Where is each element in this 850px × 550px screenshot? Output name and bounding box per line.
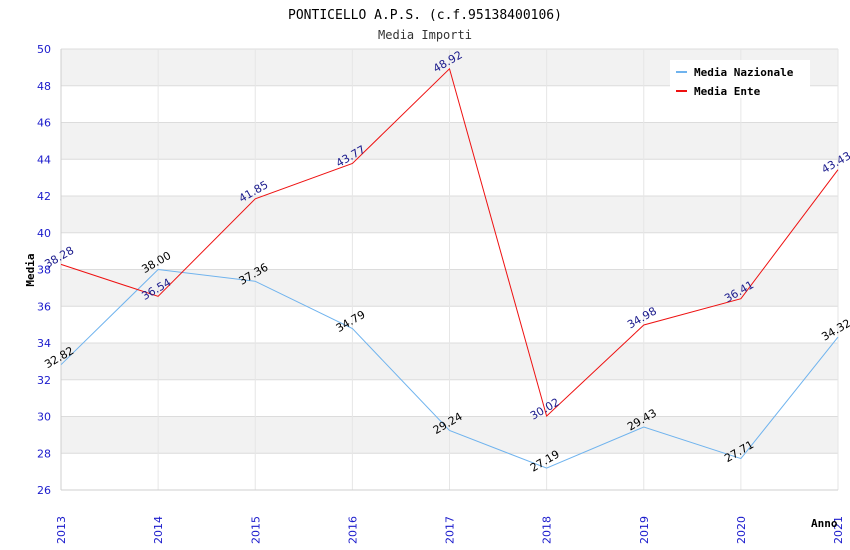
y-tick-label: 34 bbox=[37, 337, 51, 350]
x-axis-ticks: 2013 2014 2015 2016 2017 2018 2019 2020 2021 bbox=[55, 516, 845, 544]
y-tick-label: 30 bbox=[37, 411, 51, 424]
legend-label: Media Ente bbox=[694, 85, 761, 98]
y-tick-label: 42 bbox=[37, 190, 51, 203]
x-tick-label: 2016 bbox=[346, 516, 359, 544]
x-axis-label: Anno bbox=[811, 517, 838, 530]
y-tick-label: 32 bbox=[37, 374, 51, 387]
y-axis-ticks: 26 28 30 32 34 36 38 40 42 44 46 48 50 bbox=[37, 43, 51, 497]
x-tick-label: 2014 bbox=[152, 516, 165, 544]
chart-subtitle: Media Importi bbox=[378, 28, 472, 42]
x-tick-label: 2013 bbox=[55, 516, 68, 544]
y-tick-label: 44 bbox=[37, 153, 51, 166]
x-tick-label: 2017 bbox=[444, 516, 457, 544]
y-tick-label: 46 bbox=[37, 117, 51, 130]
x-tick-label: 2021 bbox=[832, 516, 845, 544]
legend: Media Nazionale Media Ente bbox=[670, 60, 810, 98]
series-line bbox=[60, 268, 839, 469]
y-tick-label: 26 bbox=[37, 484, 51, 497]
series-line bbox=[60, 67, 839, 418]
y-tick-label: 50 bbox=[37, 43, 51, 56]
y-tick-label: 40 bbox=[37, 227, 51, 240]
x-tick-label: 2018 bbox=[541, 516, 554, 544]
y-tick-label: 48 bbox=[37, 80, 51, 93]
y-axis-label: Media bbox=[24, 253, 37, 286]
x-tick-label: 2019 bbox=[638, 516, 651, 544]
y-tick-label: 38 bbox=[37, 264, 51, 277]
legend-box bbox=[670, 60, 810, 98]
x-tick-label: 2015 bbox=[249, 516, 262, 544]
x-tick-label: 2020 bbox=[735, 516, 748, 544]
y-tick-label: 28 bbox=[37, 447, 51, 460]
series-lines bbox=[60, 67, 839, 469]
y-tick-label: 36 bbox=[37, 300, 51, 313]
chart-title: PONTICELLO A.P.S. (c.f.95138400106) bbox=[288, 8, 562, 23]
legend-label: Media Nazionale bbox=[694, 66, 794, 79]
